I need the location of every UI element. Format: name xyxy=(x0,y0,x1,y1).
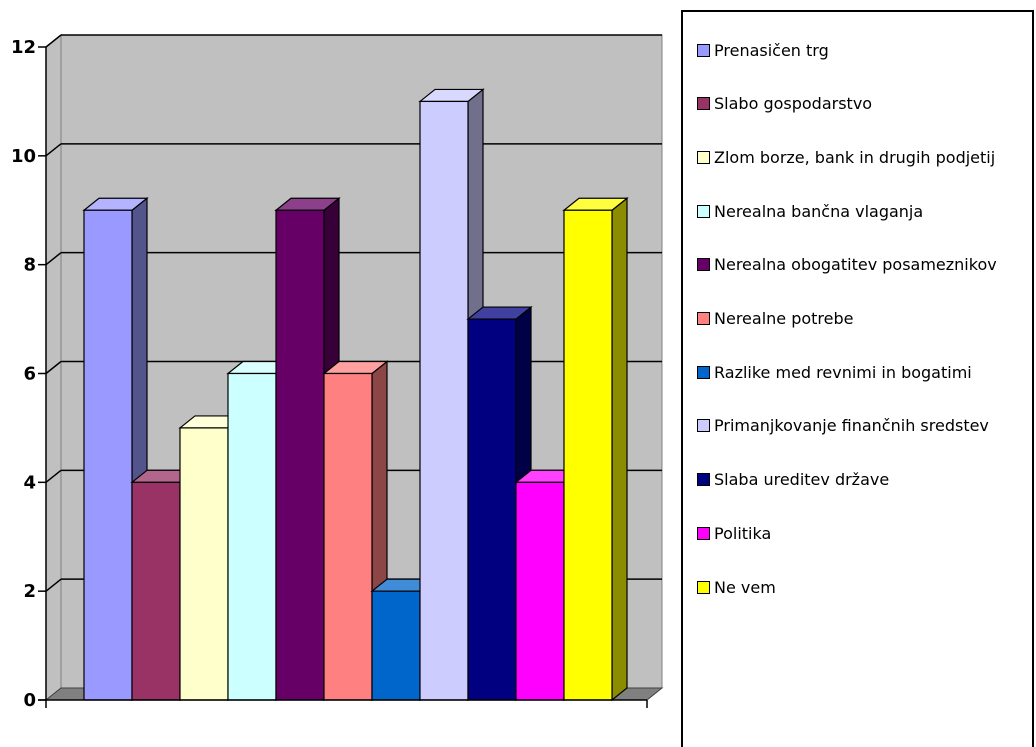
legend-item: Nerealna bančna vlaganja xyxy=(697,199,923,223)
bar-front xyxy=(467,318,517,701)
legend-label: Zlom borze, bank in drugih podjetij xyxy=(714,147,996,167)
legend-item: Nerealne potrebe xyxy=(697,307,854,331)
bar-front xyxy=(323,372,373,701)
legend-swatch xyxy=(697,258,710,272)
legend-label: Primanjkovanje finančnih sredstev xyxy=(714,416,989,436)
gridline-side xyxy=(45,578,62,592)
legend-label: Politika xyxy=(714,523,772,543)
bar-side xyxy=(611,197,628,702)
gridline-side xyxy=(45,360,62,375)
legend-label: Nerealna bančna vlaganja xyxy=(714,201,924,221)
y-tick-label: 2 xyxy=(23,581,36,602)
axes xyxy=(38,46,648,708)
legend-swatch xyxy=(697,419,710,433)
legend-swatch xyxy=(697,312,710,325)
bar-front xyxy=(179,427,229,701)
y-tick-labels: 0 2 4 6 8 10 12 xyxy=(11,37,36,711)
legend-label: Razlike med revnimi in bogatimi xyxy=(714,362,972,382)
legend-label: Prenasičen trg xyxy=(714,40,829,60)
legend-item: Razlike med revnimi in bogatimi xyxy=(697,360,972,384)
y-tick-label: 4 xyxy=(23,472,36,493)
legend-swatch xyxy=(697,580,710,594)
legend-label: Slaba ureditev države xyxy=(714,470,890,490)
legend-item: Primanjkovanje finančnih sredstev xyxy=(697,414,989,438)
legend-swatch xyxy=(697,204,710,218)
legend-label: Nerealne potrebe xyxy=(714,309,854,328)
legend-swatch xyxy=(697,365,710,379)
legend-swatch xyxy=(697,97,710,111)
legend-swatch xyxy=(697,473,710,487)
legend-item: Nerealna obogatitev posameznikov xyxy=(697,253,997,277)
gridline-side xyxy=(45,252,62,266)
bars xyxy=(82,88,629,702)
y-tick-label: 8 xyxy=(23,255,36,276)
bar xyxy=(562,197,629,702)
y-tick-label: 10 xyxy=(11,146,36,167)
bar-front xyxy=(419,100,469,701)
y-tick-label: 12 xyxy=(11,37,36,58)
legend-label: Ne vem xyxy=(714,577,776,597)
legend-swatch xyxy=(697,150,710,164)
bar-front xyxy=(371,590,421,701)
legend-item: Politika xyxy=(697,521,771,545)
gridline-side xyxy=(45,469,62,483)
bar-front xyxy=(131,481,181,701)
y-tick-label: 0 xyxy=(23,690,36,711)
legend-item: Ne vem xyxy=(697,575,776,599)
legend-item: Slaba ureditev države xyxy=(697,468,889,492)
bar-front xyxy=(563,209,613,701)
legend: Prenasičen trg Slabo gospodarstvo Zlom bor… xyxy=(681,10,1034,747)
y-tick-label: 6 xyxy=(23,364,36,385)
legend-swatch xyxy=(697,526,710,540)
legend-swatch xyxy=(697,43,710,57)
legend-item: Prenasičen trg xyxy=(697,38,829,62)
bar-front xyxy=(515,481,565,701)
legend-item: Slabo gospodarstvo xyxy=(697,92,872,116)
legend-label: Slabo gospodarstvo xyxy=(714,94,873,114)
legend-label: Nerealna obogatitev posameznikov xyxy=(714,255,997,275)
gridline-side xyxy=(45,34,62,48)
bar-front xyxy=(275,209,325,701)
bar-chart: 0 2 4 6 8 10 12 xyxy=(11,33,664,711)
legend-item: Zlom borze, bank in drugih podjetij xyxy=(697,145,995,169)
gridline-side xyxy=(45,143,62,157)
bar-front xyxy=(83,209,133,701)
bar-front xyxy=(227,372,277,701)
